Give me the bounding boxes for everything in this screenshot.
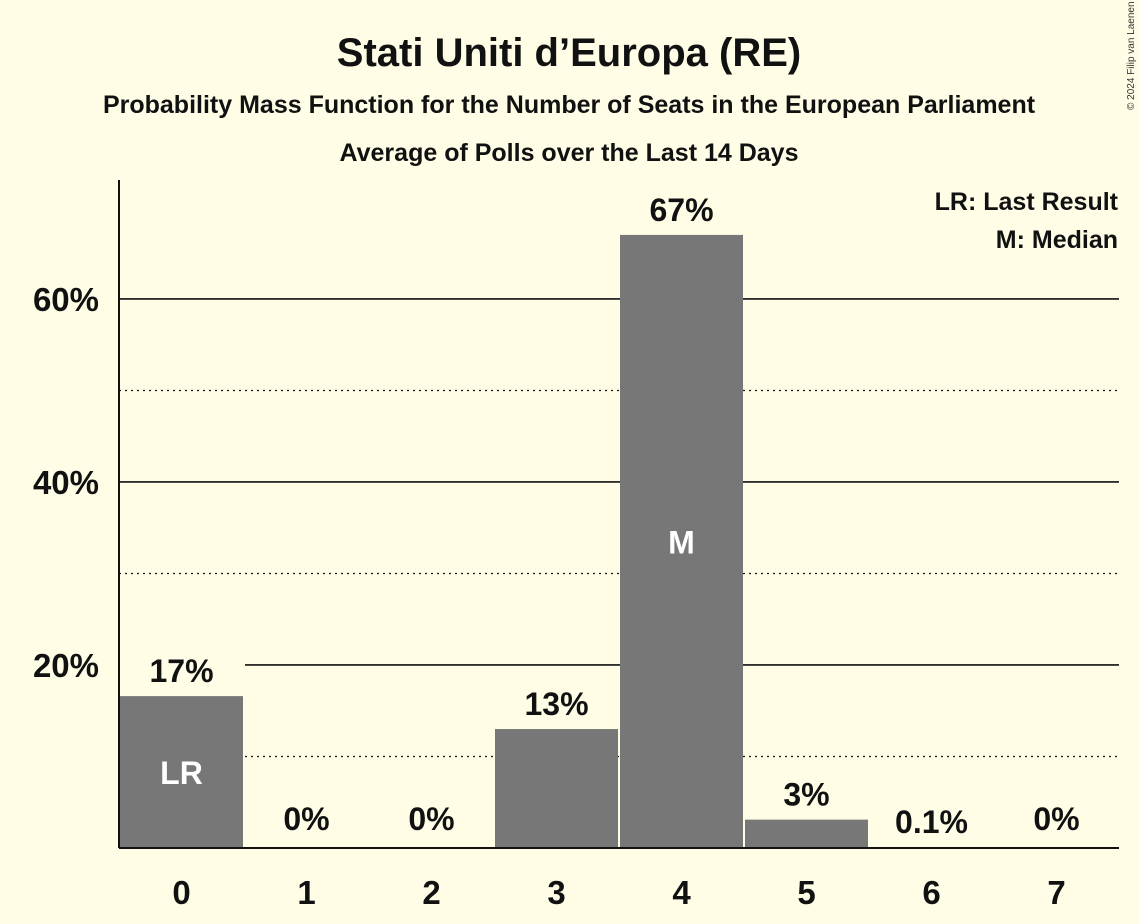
bar-seats-5 bbox=[745, 819, 868, 848]
y-tick-label: 40% bbox=[33, 464, 99, 501]
bar-value-label: 13% bbox=[524, 686, 588, 722]
label-backdrop bbox=[868, 801, 995, 842]
legend-entry: M: Median bbox=[996, 226, 1118, 254]
label-backdrop bbox=[743, 773, 870, 814]
bar-value-label: 0.1% bbox=[895, 804, 968, 840]
y-tick-label: 20% bbox=[33, 647, 99, 684]
legend-entry: LR: Last Result bbox=[935, 188, 1119, 216]
bar-value-label: 67% bbox=[649, 192, 713, 228]
legend-backdrop bbox=[925, 222, 1121, 256]
label-backdrop bbox=[618, 188, 745, 229]
x-tick-label: 1 bbox=[297, 874, 315, 911]
copyright-text: © 2024 Filip van Laenen bbox=[1126, 1, 1137, 110]
bar-value-label: 0% bbox=[408, 801, 454, 837]
bar-value-label: 17% bbox=[149, 653, 213, 689]
gridlines bbox=[119, 298, 1119, 758]
bar-value-label: 0% bbox=[283, 801, 329, 837]
legend: LR: Last Result M: Median bbox=[925, 184, 1121, 256]
x-tick-label: 7 bbox=[1047, 874, 1065, 911]
bar-seats-3 bbox=[495, 729, 618, 848]
bar-annotation-lr: LR bbox=[160, 755, 203, 791]
bar-value-label: 0% bbox=[1033, 801, 1079, 837]
label-backdrop bbox=[118, 650, 245, 691]
x-tick-label: 3 bbox=[547, 874, 565, 911]
bar-seats-4 bbox=[620, 234, 743, 848]
x-tick-label: 4 bbox=[672, 874, 691, 911]
axes: 20% 40% 60% 0 1 2 3 4 5 6 7 bbox=[33, 180, 1119, 911]
legend-backdrop bbox=[925, 184, 1121, 218]
chart-subtitle: Probability Mass Function for the Number… bbox=[103, 91, 1036, 119]
x-tick-label: 5 bbox=[797, 874, 815, 911]
bar-annotation-m: M bbox=[668, 524, 695, 560]
bar-value-label: 3% bbox=[783, 777, 829, 813]
y-tick-label: 60% bbox=[33, 281, 99, 318]
bar-seats-0 bbox=[120, 696, 243, 848]
chart-title: Stati Uniti d’Europa (RE) bbox=[337, 31, 801, 75]
x-tick-label: 2 bbox=[422, 874, 440, 911]
bars: 17% LR 0% 0% 13% 67% M 3% 0.1% 0% bbox=[118, 188, 1080, 848]
x-tick-label: 6 bbox=[922, 874, 940, 911]
label-backdrop bbox=[493, 683, 620, 724]
x-tick-label: 0 bbox=[172, 874, 190, 911]
chart-subtitle-2: Average of Polls over the Last 14 Days bbox=[340, 139, 799, 167]
